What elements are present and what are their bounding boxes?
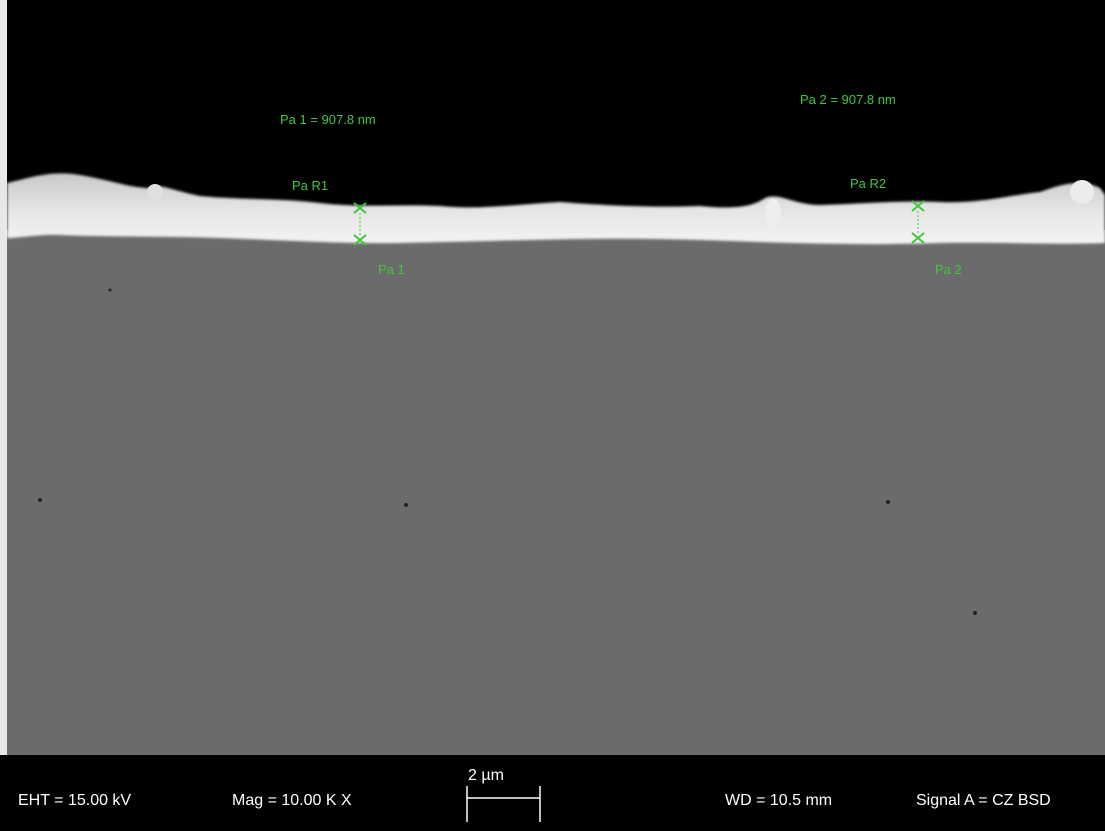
eht: EHT = 15.00 kV (18, 792, 131, 809)
left-border (0, 0, 7, 755)
particle (1070, 180, 1094, 204)
substrate (7, 230, 1105, 755)
working-distance: WD = 10.5 mm (725, 792, 832, 809)
marker-label: Pa R1 (292, 178, 328, 193)
signal: Signal A = CZ BSD (916, 792, 1051, 809)
marker-label: Pa 2 (935, 262, 962, 277)
scale-bar-label: 2 µm (468, 767, 504, 784)
thickness-label: Pa 2 = 907.8 nm (800, 92, 896, 107)
particle (147, 184, 163, 200)
marker-label: Pa R2 (850, 176, 886, 191)
magnification: Mag = 10.00 K X (232, 792, 352, 809)
particle (765, 199, 781, 227)
sem-micrograph: Pa 1 = 907.8 nm Pa 2 = 907.8 nm Pa R1 Pa… (0, 0, 1105, 831)
thickness-label: Pa 1 = 907.8 nm (280, 112, 376, 127)
marker-label: Pa 1 (378, 262, 405, 277)
